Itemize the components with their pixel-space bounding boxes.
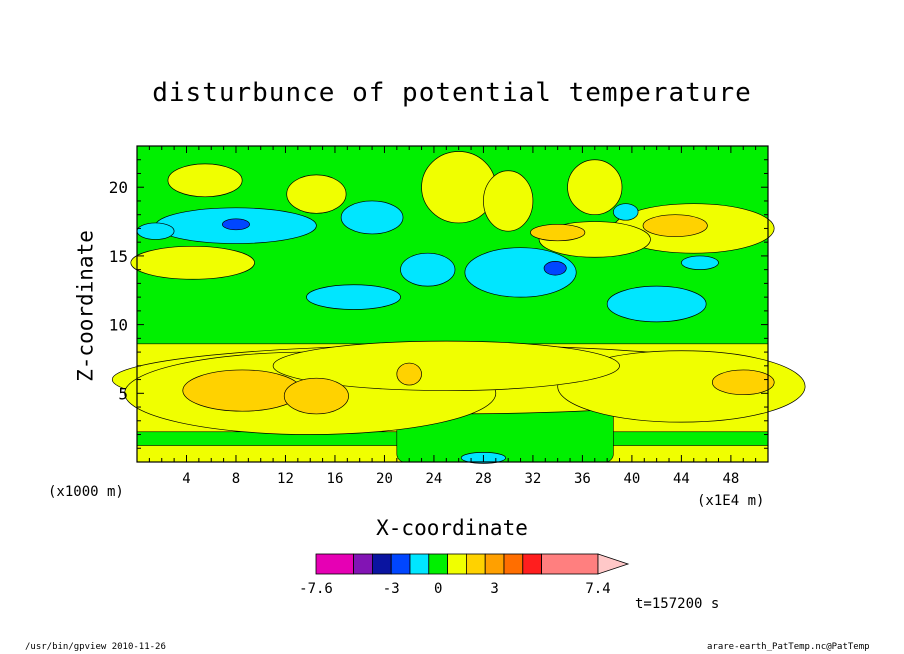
contour-region [400, 252, 456, 287]
contour-region [340, 200, 404, 235]
colorbar-swatch [447, 553, 467, 575]
x-axis-unit: (x1000 m) [48, 484, 124, 500]
x-axis-ticks: 4 8 12 16 20 24 28 32 36 40 44 48 [148, 146, 757, 487]
contour-region [306, 284, 401, 310]
x-axis-scale-factor: (x1E4 m) [697, 493, 765, 509]
colorbar-tick-label: -3 [383, 581, 400, 597]
contour-region [167, 163, 243, 198]
x-tick-label: 48 [722, 471, 739, 487]
colorbar-swatch [390, 553, 411, 575]
colorbar-swatch [315, 553, 354, 575]
colorbar-swatch [503, 553, 524, 575]
contour-region [483, 170, 534, 232]
shaded-field [111, 146, 806, 464]
contour-region [464, 247, 577, 298]
colorbar-swatch [428, 553, 448, 575]
colorbar-tick-label: 0 [434, 581, 442, 597]
contour-region [396, 362, 422, 386]
y-tick-label: 10 [109, 316, 128, 335]
contour-region [272, 340, 620, 391]
contour-region [711, 369, 775, 396]
footer-dataset: arare-earth_PatTemp.nc@PatTemp [707, 642, 870, 652]
time-label: t=157200 s [635, 596, 720, 612]
colorbar-swatch [409, 553, 430, 575]
contour-region [567, 159, 623, 216]
contour-region [557, 350, 806, 423]
x-tick-label: 12 [277, 471, 294, 487]
x-tick-label: 44 [673, 471, 690, 487]
y-tick-label: 5 [118, 384, 128, 403]
x-tick-label: 28 [475, 471, 492, 487]
y-tick-label: 15 [109, 247, 128, 266]
plot-frame [136, 145, 769, 463]
colorbar-tick-label: 7.4 [585, 581, 610, 597]
colorbar-swatch [484, 553, 505, 575]
colorbar-swatch [465, 553, 486, 575]
x-tick-label: 8 [232, 471, 240, 487]
colorbar-swatch [353, 553, 373, 575]
footer-program: /usr/bin/gpview 2010-11-26 [25, 642, 166, 652]
colorbar-swatch [541, 553, 599, 575]
x-tick-label: 36 [574, 471, 591, 487]
colorbar-tick-label: 3 [490, 581, 498, 597]
colorbar-swatch [522, 553, 542, 575]
y-tick-label: 20 [109, 178, 128, 197]
x-tick-label: 40 [623, 471, 640, 487]
contour-region [681, 255, 719, 271]
contour-region [543, 261, 567, 276]
contour-region [130, 245, 255, 280]
x-axis-label: X-coordinate [376, 516, 528, 540]
contour-region [612, 203, 639, 221]
colorbar-tick-label: -7.6 [299, 581, 333, 597]
contour-region [286, 174, 347, 214]
contour-region [283, 377, 349, 415]
chart-title: disturbunce of potential temperature [152, 78, 752, 108]
colorbar-swatch [371, 553, 392, 575]
x-tick-label: 32 [524, 471, 541, 487]
x-tick-label: 24 [426, 471, 443, 487]
contour-region [222, 218, 250, 231]
x-tick-label: 4 [182, 471, 190, 487]
y-axis-ticks: 5 10 15 20 [109, 159, 768, 449]
contour-region [530, 223, 586, 242]
x-tick-label: 16 [327, 471, 344, 487]
colorbar-arrow [597, 553, 630, 575]
contour-region [642, 214, 708, 238]
contour-region [606, 285, 707, 323]
x-tick-label: 20 [376, 471, 393, 487]
